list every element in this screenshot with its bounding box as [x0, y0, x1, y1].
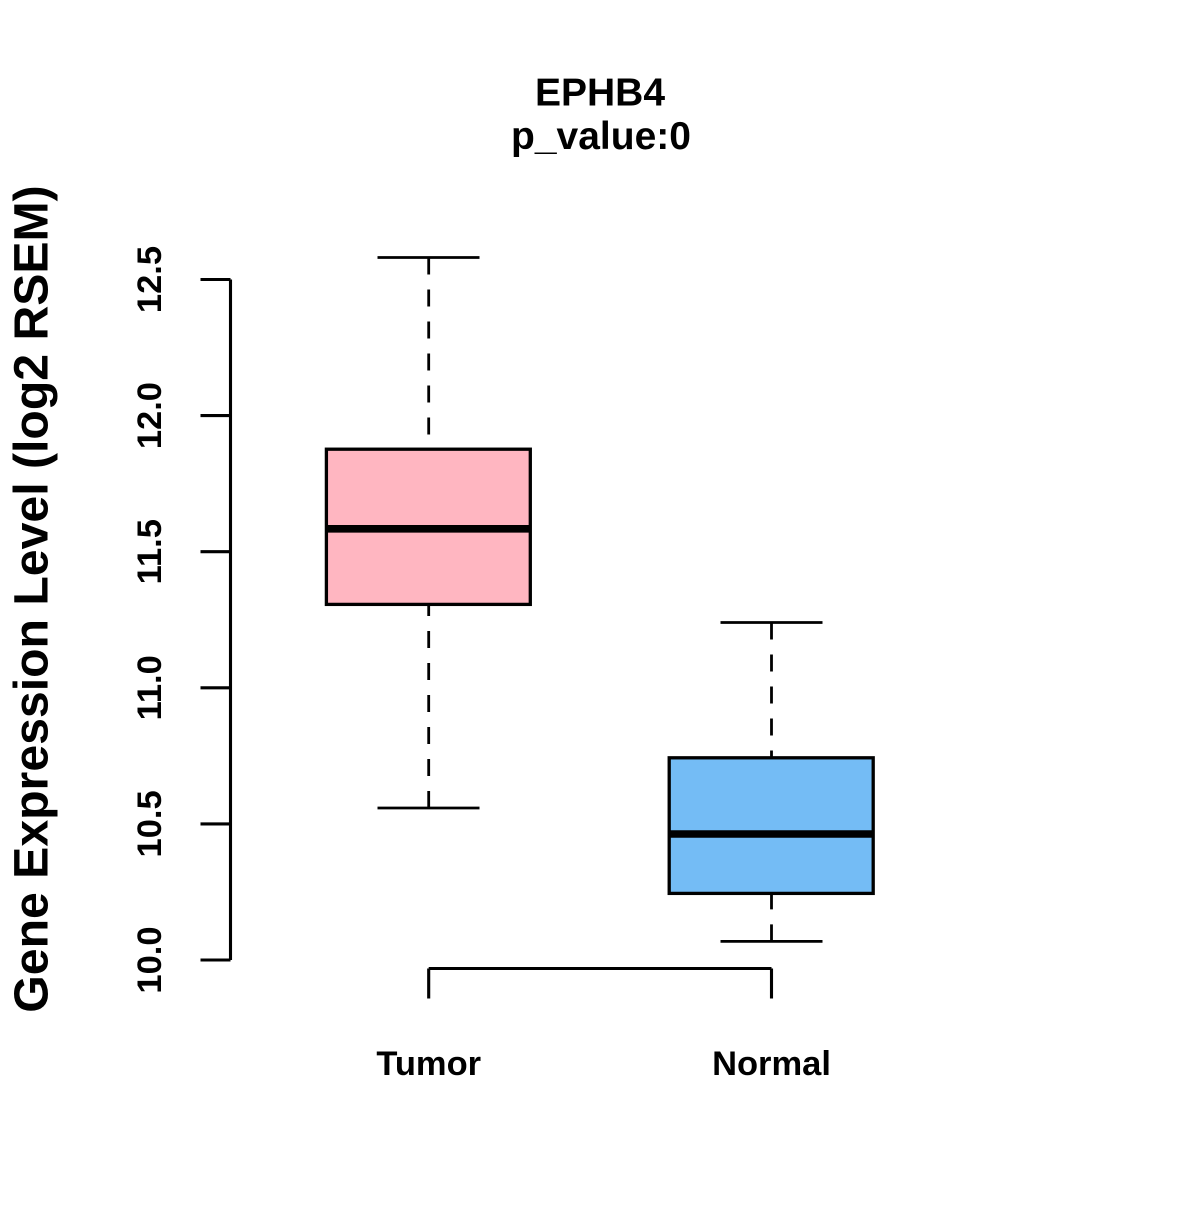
svg-text:11.0: 11.0 — [131, 655, 169, 720]
svg-text:Gene Expression Level (log2 RS: Gene Expression Level (log2 RSEM) — [4, 185, 58, 1012]
svg-text:p_value:0: p_value:0 — [511, 115, 691, 158]
svg-text:Normal: Normal — [712, 1045, 831, 1083]
svg-text:10.0: 10.0 — [131, 926, 169, 993]
svg-text:Tumor: Tumor — [376, 1045, 481, 1083]
svg-text:10.5: 10.5 — [131, 790, 169, 857]
svg-text:12.5: 12.5 — [131, 246, 169, 313]
svg-text:12.0: 12.0 — [131, 382, 169, 449]
svg-text:EPHB4: EPHB4 — [535, 71, 665, 114]
svg-text:11.5: 11.5 — [131, 519, 169, 584]
